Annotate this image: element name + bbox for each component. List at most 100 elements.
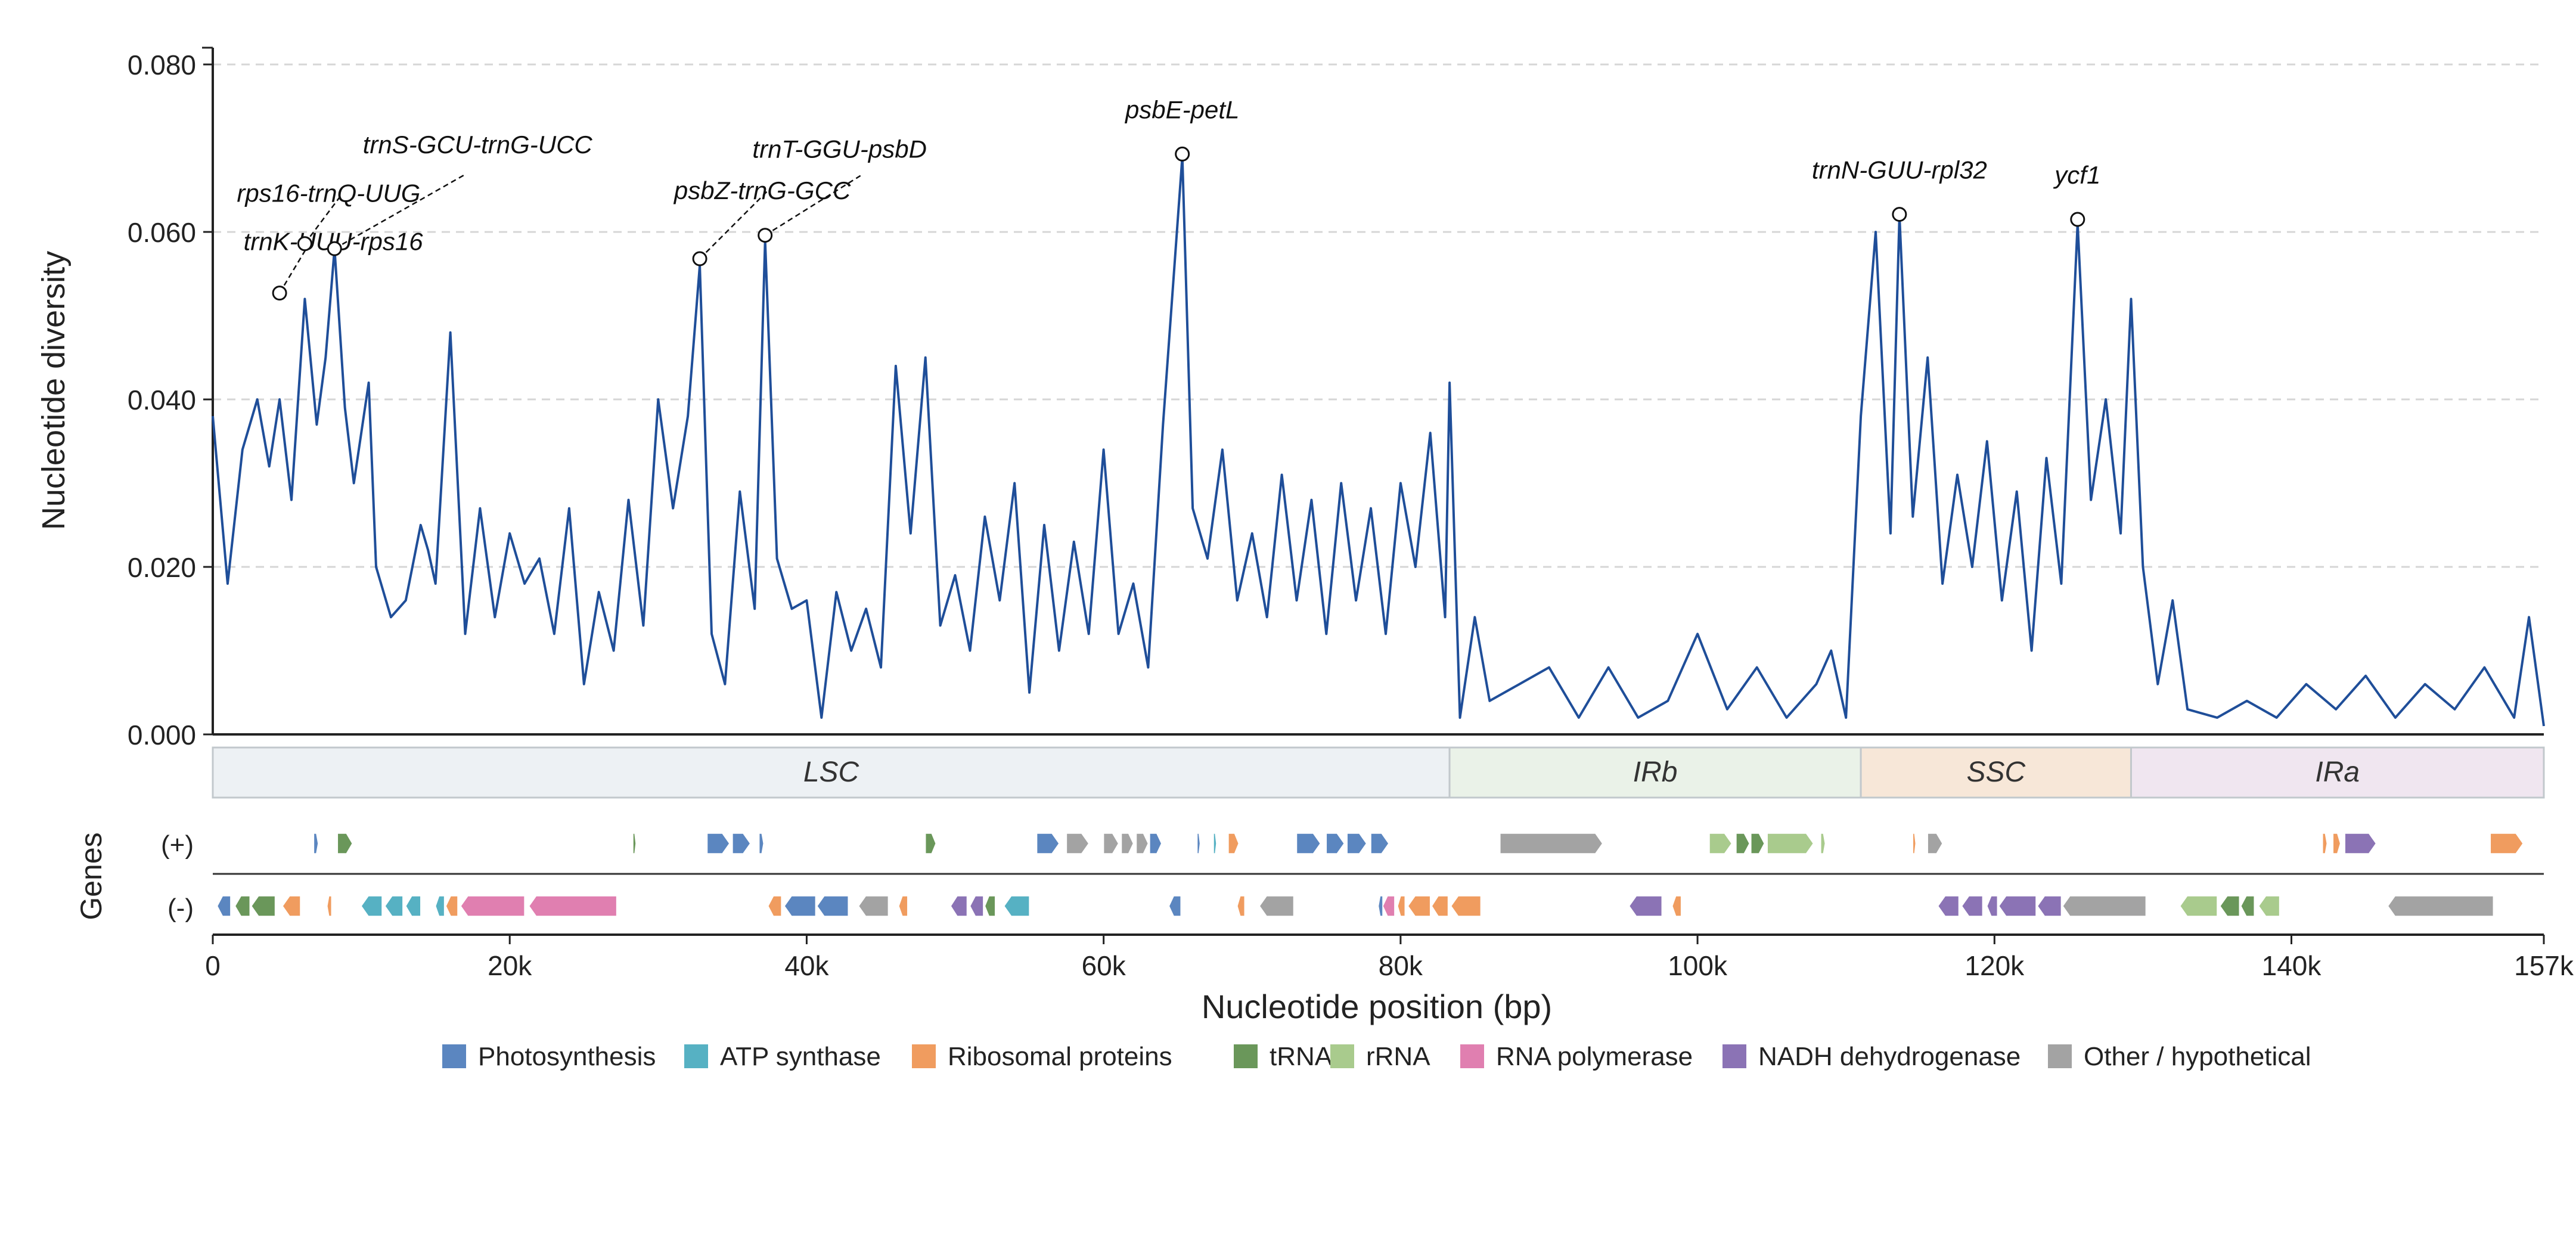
minus-strand-label: (-): [167, 894, 194, 923]
legend-swatch: [1722, 1044, 1746, 1068]
peak-leader-line: [699, 190, 769, 259]
gene-block: [2387, 895, 2494, 917]
y-tick-label: 0.000: [128, 719, 196, 750]
gene-block: [767, 895, 782, 917]
gene-block: [528, 895, 617, 917]
plus-strand-label: (+): [161, 830, 194, 860]
x-tick-label: 100k: [1668, 950, 1728, 981]
peak-leader-line: [765, 175, 861, 236]
gene-block: [250, 895, 276, 917]
genes-title: Genes: [75, 832, 108, 920]
gene-block: [1259, 895, 1295, 917]
gene-block: [216, 895, 231, 917]
gene-block: [405, 895, 421, 917]
x-tick-label: 120k: [1964, 950, 2025, 981]
gene-block: [1346, 833, 1367, 854]
tick-labels: 0.000 0.020 0.040 0.060 0.080 0 20k 40k 60k 80k 10…: [128, 49, 2574, 981]
gene-block: [1382, 895, 1395, 917]
gene-block: [816, 895, 849, 917]
legend-label: NADH dehydrogenase: [1758, 1042, 2021, 1071]
peak-marker: [692, 251, 707, 266]
gene-block: [327, 895, 333, 917]
gene-block: [1671, 895, 1682, 917]
gene-block: [950, 895, 968, 917]
legend-swatch: [1234, 1044, 1258, 1068]
gene-block: [1927, 833, 1943, 854]
legend-swatch: [442, 1044, 466, 1068]
gene-block: [2037, 895, 2062, 917]
x-axis-title: Nucleotide position (bp): [1202, 988, 1552, 1025]
gene-block: [434, 895, 445, 917]
gene-block: [1397, 895, 1406, 917]
gene-block: [1986, 895, 1998, 917]
gene-block: [1149, 833, 1162, 854]
peak-label: trnT-GGU-psbD: [752, 135, 927, 163]
peak-label: psbE-petL: [1124, 95, 1239, 123]
gene-block: [384, 895, 404, 917]
x-tick-label: 157k: [2514, 950, 2574, 981]
gene-block: [460, 895, 525, 917]
gene-block: [2322, 833, 2328, 854]
gene-block: [1912, 833, 1917, 854]
gene-block: [898, 895, 908, 917]
gene-block: [924, 833, 937, 854]
gene-block: [1121, 833, 1134, 854]
region-block: [2130, 746, 2545, 799]
region-block: [1860, 746, 2132, 799]
x-tick-label: 40k: [784, 950, 829, 981]
x-tick-label: 140k: [2262, 950, 2322, 981]
peak-marker: [1892, 207, 1907, 222]
gene-block: [1296, 833, 1321, 854]
gene-block: [1450, 895, 1482, 917]
gene-block: [1370, 833, 1389, 854]
legend-label: RNA polymerase: [1496, 1042, 1693, 1071]
gene-block: [2240, 895, 2255, 917]
diversity-line: [212, 155, 2545, 727]
gene-block: [1003, 895, 1030, 917]
gene-block: [1407, 895, 1431, 917]
axes: [202, 46, 2544, 736]
y-axis-title: Nucleotide diversity: [36, 251, 72, 530]
region-label: SSC: [1966, 756, 2025, 788]
region-bar: LSC IRb SSC IRa: [212, 746, 2545, 799]
gene-block: [361, 895, 383, 917]
gene-block: [1767, 833, 1814, 854]
gene-block: [2062, 895, 2147, 917]
gene-block: [1820, 833, 1826, 854]
peak-label: ycf1: [2053, 161, 2100, 189]
gene-block: [1628, 895, 1663, 917]
peak-label: rps16-trnQ-UUG: [237, 179, 420, 207]
gene-block: [1168, 895, 1181, 917]
x-tick-label: 0: [205, 950, 221, 981]
peak-leader-line: [334, 173, 466, 250]
legend-label: rRNA: [1366, 1042, 1430, 1071]
x-tick-label: 60k: [1082, 950, 1126, 981]
region-block: [1448, 746, 1862, 799]
gene-block: [1998, 895, 2037, 917]
legend-label: tRNA: [1270, 1042, 1333, 1071]
gene-block: [1213, 833, 1217, 854]
gene-block: [1326, 833, 1345, 854]
gene-block: [1736, 833, 1751, 854]
legend-label: ATP synthase: [720, 1042, 881, 1071]
gene-block: [1751, 833, 1765, 854]
region-label: LSC: [803, 756, 859, 788]
gene-block: [2490, 833, 2524, 854]
gene-block: [1066, 833, 1090, 854]
gene-block: [632, 833, 637, 854]
legend-swatch: [684, 1044, 708, 1068]
gene-block: [758, 833, 764, 854]
gene-block: [1103, 833, 1119, 854]
gene-tracks: [213, 833, 2544, 936]
gene-block: [234, 895, 251, 917]
gene-block: [1237, 895, 1246, 917]
gene-block: [1196, 833, 1201, 854]
peak-marker: [758, 228, 773, 243]
gene-block: [1036, 833, 1060, 854]
gene-block: [1377, 895, 1383, 917]
legend-swatch: [912, 1044, 936, 1068]
x-tick-label: 20k: [488, 950, 532, 981]
peak-marker: [272, 286, 287, 301]
gene-block: [706, 833, 730, 854]
region-label: IRa: [2315, 756, 2360, 788]
